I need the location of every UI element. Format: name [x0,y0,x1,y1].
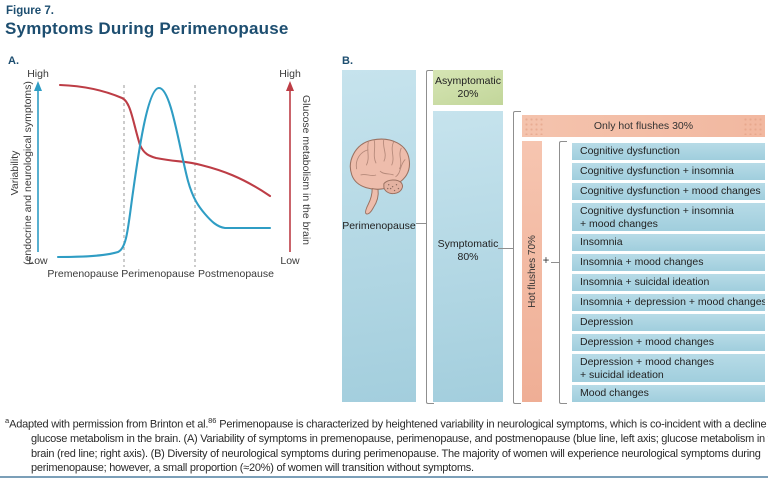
symptom-label: Insomnia [580,236,623,248]
connector-plus [551,262,559,264]
left-axis-title-line1: Variability [9,150,21,196]
plus-sign: + [542,255,550,267]
only-hot-flushes-label: Only hot flushes 30% [593,120,694,132]
glucose-curve [58,83,272,198]
x-label-postmenopause: Postmenopause [198,268,274,280]
bracket-level2 [513,111,521,404]
symptom-label: Cognitive dysfunction + insomnia [580,205,734,217]
symptom-label: Cognitive dysfunction [580,145,680,157]
panel-b-label: B. [342,55,353,67]
only-hot-flushes-bar: Only hot flushes 30% [522,115,765,137]
symptom-list: Cognitive dysfunction Cognitive dysfunct… [572,143,765,402]
symptom-label-line2: + mood changes [580,217,658,230]
symptom-row: Cognitive dysfunction + mood changes [572,183,765,200]
symptom-label: Insomnia + mood changes [580,256,704,268]
caption-text-2: Perimenopause is characterized by height… [31,418,768,475]
connector-symptomatic [498,248,513,250]
symptom-label: Mood changes [580,387,649,399]
symptom-row: Cognitive dysfunction + insomnia [572,163,765,180]
symptom-row: Insomnia + mood changes [572,254,765,271]
symptom-row: Insomnia [572,234,765,251]
symptom-row: Depression [572,314,765,331]
panel-b: B. [340,55,768,407]
bracket-level1 [426,70,434,404]
reference-marker: 86 [208,416,217,425]
symptom-label: Insomnia + depression + mood changes [580,296,765,308]
symptom-row: Mood changes [572,385,765,402]
hot-flushes-bar: Hot flushes 70% [522,141,542,402]
panel-a-label: A. [8,55,19,67]
left-axis-title: Variability (endocrine and neurological … [9,55,37,291]
right-axis-arrowhead [286,81,294,91]
symptom-label: Depression [580,316,634,328]
hot-flushes-label: Hot flushes 70% [526,235,538,308]
left-axis-title-line2: (endocrine and neurological symptoms) [22,81,34,265]
symptomatic-label: Symptomatic [437,238,499,250]
symptom-row: Cognitive dysfunction [572,143,765,160]
footnote-marker: a [5,416,10,425]
figure-caption: aAdapted with permission from Brinton et… [5,414,768,476]
variability-curve [56,86,272,259]
right-axis-high-label: High [279,68,301,80]
bottom-rule [0,476,768,478]
right-axis-low-label: Low [280,255,300,267]
symptomatic-text: Symptomatic 80% [433,238,503,264]
symptom-row: Cognitive dysfunction + insomnia + mood c… [572,203,765,231]
left-axis-low-label: Low [28,255,48,267]
symptomatic-box: Symptomatic 80% [433,111,503,402]
x-label-perimenopause: Perimenopause [121,268,195,280]
right-axis-title: Glucose metabolism in the brain [300,95,312,245]
symptom-label: Cognitive dysfunction + insomnia [580,165,734,177]
symptom-label: Cognitive dysfunction + mood changes [580,185,761,197]
symptomatic-percent: 80% [457,251,479,263]
symptom-row: Depression + mood changes [572,334,765,351]
bracket-level3 [559,141,567,404]
panel-a: A. High Low High Low Variability (endocr… [0,55,334,300]
figure-number: Figure 7. [6,5,54,17]
symptom-label: Depression + mood changes [580,356,714,368]
figure-title: Symptoms During Perimenopause [5,19,289,38]
panel-a-plot [34,81,294,267]
symptom-label-line2: + suicidal ideation [580,368,664,381]
brain-icon [349,138,411,215]
symptom-label: Insomnia + suicidal ideation [580,276,710,288]
left-axis-arrowhead [34,81,42,91]
asymptomatic-box: Asymptomatic 20% [433,70,503,105]
connector-perimenopause [416,223,426,225]
perimenopause-label: Perimenopause [342,220,416,232]
asymptomatic-percent: 20% [457,87,479,100]
symptom-label: Depression + mood changes [580,336,714,348]
caption-text-1: Adapted with permission from Brinton et … [9,418,209,431]
symptom-row: Depression + mood changes + suicidal idea… [572,354,765,382]
x-label-premenopause: Premenopause [47,268,119,280]
perimenopause-box: Perimenopause [342,70,416,402]
symptom-row: Insomnia + suicidal ideation [572,274,765,291]
left-axis-high-label: High [27,68,49,80]
symptom-row: Insomnia + depression + mood changes [572,294,765,311]
asymptomatic-label: Asymptomatic [435,74,501,87]
